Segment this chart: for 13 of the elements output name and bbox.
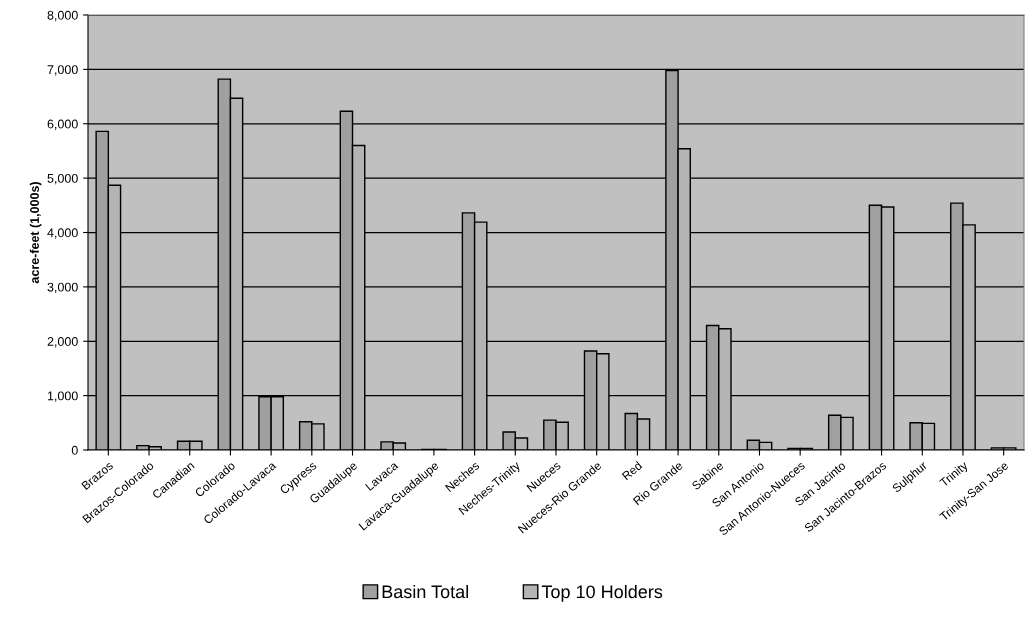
y-axis-title: acre-feet (1,000s)	[29, 182, 42, 284]
y-tick-label: 7,000	[47, 65, 78, 76]
y-tick-label: 3,000	[47, 282, 78, 293]
legend-label: Basin Total	[382, 584, 468, 599]
y-tick-label: 8,000	[47, 10, 78, 22]
y-tick-label: 0	[71, 445, 78, 455]
y-tick-label: 2,000	[47, 337, 78, 348]
y-tick-label: 4,000	[47, 228, 78, 239]
y-tick-label: 6,000	[47, 119, 78, 130]
y-tick-label: 5,000	[47, 173, 78, 185]
y-tick-label: 1,000	[47, 391, 78, 402]
x-tick-label: Red	[621, 460, 643, 481]
legend-label: Top 10 Holders	[541, 584, 663, 602]
